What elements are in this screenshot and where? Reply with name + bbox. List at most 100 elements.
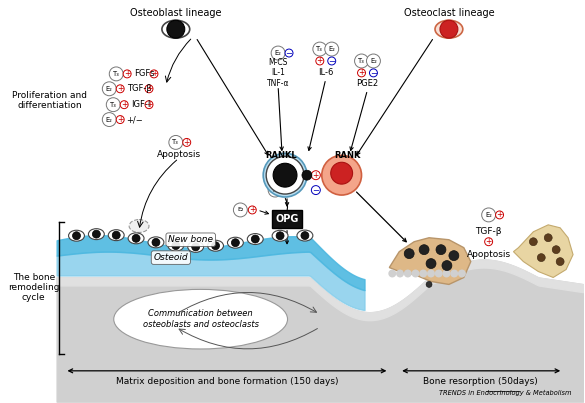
Circle shape [268, 183, 282, 197]
Text: +: + [117, 84, 123, 93]
Circle shape [212, 242, 219, 250]
Text: T₃: T₃ [358, 58, 365, 64]
Circle shape [116, 116, 124, 124]
Text: E₂: E₂ [485, 212, 492, 218]
Circle shape [311, 186, 321, 195]
Text: Communication between
osteoblasts and osteoclasts: Communication between osteoblasts and os… [143, 310, 259, 329]
Circle shape [325, 42, 339, 56]
Circle shape [106, 98, 120, 112]
Text: Osteoclast lineage: Osteoclast lineage [404, 8, 494, 18]
Circle shape [145, 101, 153, 109]
Text: +: + [249, 206, 256, 214]
Circle shape [112, 231, 120, 239]
Circle shape [132, 235, 140, 242]
Ellipse shape [128, 233, 144, 244]
Text: Osteoid: Osteoid [153, 253, 188, 262]
Circle shape [529, 238, 537, 246]
Text: PGE2: PGE2 [356, 79, 378, 88]
Circle shape [322, 155, 362, 195]
Circle shape [458, 270, 466, 278]
Circle shape [440, 20, 458, 38]
Text: OPG: OPG [276, 214, 299, 224]
Text: IL-6: IL-6 [318, 69, 333, 77]
Text: RANK: RANK [335, 151, 361, 160]
Circle shape [331, 162, 353, 184]
Ellipse shape [129, 220, 149, 233]
Circle shape [109, 67, 123, 81]
Text: +: + [312, 171, 319, 180]
Text: Apoptosis: Apoptosis [467, 250, 511, 259]
Text: −: − [284, 186, 291, 195]
Text: Proliferation and
differentiation: Proliferation and differentiation [12, 91, 87, 110]
Circle shape [484, 238, 493, 246]
Circle shape [273, 163, 297, 187]
Circle shape [283, 186, 291, 194]
Text: +: + [359, 69, 364, 77]
Text: Osteoblast lineage: Osteoblast lineage [130, 8, 222, 18]
Text: TGF-β: TGF-β [476, 227, 502, 236]
Circle shape [152, 238, 160, 246]
Text: +: + [497, 210, 503, 219]
Text: +: + [486, 237, 492, 246]
FancyBboxPatch shape [272, 210, 302, 228]
Circle shape [426, 259, 436, 268]
Text: FGFs: FGFs [134, 69, 154, 79]
Text: +/−: +/− [126, 115, 143, 124]
Circle shape [544, 234, 552, 242]
Circle shape [285, 49, 293, 57]
Circle shape [302, 170, 312, 180]
Circle shape [276, 232, 284, 240]
Text: +: + [124, 69, 130, 79]
Text: M-CS
IL-1
TNF-α: M-CS IL-1 TNF-α [267, 58, 290, 88]
Text: T₃: T₃ [173, 139, 179, 145]
Text: −: − [328, 57, 335, 66]
Text: E₂: E₂ [328, 46, 335, 52]
Text: T₃: T₃ [113, 71, 119, 77]
Ellipse shape [68, 230, 84, 241]
Circle shape [366, 54, 380, 68]
Circle shape [313, 42, 327, 56]
Circle shape [419, 270, 427, 278]
Text: E₂: E₂ [237, 208, 243, 212]
Ellipse shape [162, 20, 190, 38]
Text: Matrix deposition and bone formation (150 days): Matrix deposition and bone formation (15… [116, 377, 339, 386]
Circle shape [495, 211, 504, 219]
Text: T₃: T₃ [110, 102, 116, 108]
Text: TRENDS in Endocrinology & Metabolism: TRENDS in Endocrinology & Metabolism [439, 390, 571, 396]
Text: E₂: E₂ [370, 58, 377, 64]
Ellipse shape [228, 237, 243, 248]
Text: IGF-I: IGF-I [131, 100, 150, 109]
Circle shape [102, 112, 116, 127]
Text: TGF-β: TGF-β [127, 84, 152, 93]
Text: +: + [146, 84, 152, 93]
Circle shape [436, 245, 446, 255]
Circle shape [311, 171, 321, 180]
Ellipse shape [297, 230, 313, 241]
Circle shape [169, 135, 183, 150]
Circle shape [252, 235, 259, 243]
Circle shape [116, 85, 124, 93]
Ellipse shape [168, 240, 184, 251]
Circle shape [556, 258, 564, 266]
Circle shape [370, 69, 377, 77]
Circle shape [233, 203, 247, 217]
Ellipse shape [188, 241, 204, 252]
Text: Apoptosis: Apoptosis [157, 150, 201, 159]
Text: −: − [370, 69, 377, 78]
Circle shape [73, 232, 81, 240]
Circle shape [552, 246, 560, 253]
Text: T₃: T₃ [272, 187, 278, 193]
Text: +: + [184, 138, 190, 147]
Circle shape [167, 20, 185, 38]
Circle shape [404, 249, 414, 259]
Polygon shape [514, 225, 573, 278]
Circle shape [301, 232, 309, 239]
Ellipse shape [435, 20, 463, 38]
Circle shape [120, 101, 128, 109]
Circle shape [123, 70, 131, 78]
Text: +: + [117, 115, 123, 124]
Circle shape [442, 261, 452, 270]
Circle shape [316, 57, 324, 65]
Circle shape [145, 85, 153, 93]
Circle shape [404, 270, 412, 278]
